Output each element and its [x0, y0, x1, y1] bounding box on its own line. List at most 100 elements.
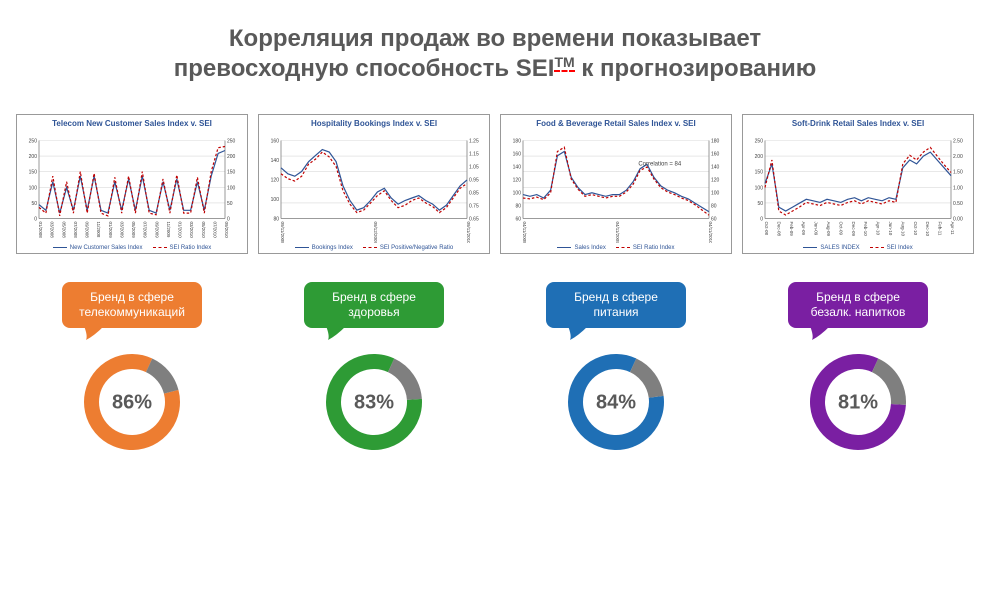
mini-chart-title: Soft-Drink Retail Sales Index v. SEI	[747, 119, 969, 130]
svg-text:05/2010: 05/2010	[201, 222, 206, 239]
svg-text:1.25: 1.25	[469, 139, 479, 145]
svg-text:100: 100	[711, 191, 720, 197]
svg-text:09/11/2008: 09/11/2008	[280, 222, 285, 244]
svg-text:Aug-09: Aug-09	[826, 222, 831, 237]
svg-text:80: 80	[273, 217, 279, 223]
title-tm: TM	[554, 54, 574, 72]
svg-text:04/11/2008: 04/11/2008	[522, 222, 527, 244]
badge-col: Бренд в сфере безалк. напитков 81%	[742, 282, 974, 454]
svg-text:Oct-09: Oct-09	[838, 222, 843, 236]
donut-percent: 86%	[112, 391, 152, 413]
mini-chart-title: Food & Beverage Retail Sales Index v. SE…	[505, 119, 727, 130]
svg-text:09/11/2010: 09/11/2010	[466, 222, 471, 244]
svg-text:05/2008: 05/2008	[61, 222, 66, 239]
svg-text:07/2009: 07/2009	[143, 222, 148, 239]
svg-text:09/2008: 09/2008	[85, 222, 90, 239]
svg-text:07/2010: 07/2010	[212, 222, 217, 239]
svg-text:50: 50	[31, 201, 37, 207]
svg-text:09/12/2009: 09/12/2009	[373, 222, 378, 244]
brand-callout: Бренд в сфере телекоммуникаций	[62, 282, 202, 328]
badge-col: Бренд в сфере питания 84%	[500, 282, 732, 454]
svg-text:100: 100	[271, 197, 280, 203]
title-line1: Корреляция продаж во времени показывает	[229, 25, 761, 52]
svg-text:11/2008: 11/2008	[96, 222, 101, 238]
svg-text:Feb-09: Feb-09	[789, 222, 794, 237]
svg-text:Oct-08: Oct-08	[764, 222, 769, 236]
svg-text:180: 180	[711, 139, 720, 145]
svg-text:50: 50	[757, 201, 763, 207]
callout-line1: Бренд в сфере	[804, 290, 912, 305]
svg-text:Feb-11: Feb-11	[938, 222, 943, 236]
svg-text:0: 0	[34, 217, 37, 223]
svg-text:09/2009: 09/2009	[154, 222, 159, 239]
svg-text:Aug-10: Aug-10	[900, 222, 905, 237]
mini-chart: Food & Beverage Retail Sales Index v. SE…	[500, 114, 732, 254]
svg-text:150: 150	[755, 170, 764, 176]
svg-text:140: 140	[513, 165, 522, 171]
svg-text:03/2009: 03/2009	[119, 222, 124, 239]
callout-line2: здоровья	[320, 305, 428, 320]
svg-text:Correlation = 84: Correlation = 84	[638, 161, 682, 167]
svg-text:01/2009: 01/2009	[108, 222, 113, 239]
mini-chart-plot: 2502001501005002.502.001.501.000.500.00O…	[747, 130, 969, 243]
donut-chart: 83%	[322, 350, 426, 454]
svg-text:01/2010: 01/2010	[178, 222, 183, 239]
svg-text:Apr-10: Apr-10	[876, 222, 881, 236]
callout-line1: Бренд в сфере	[78, 290, 186, 305]
svg-text:1.00: 1.00	[953, 185, 963, 191]
badges-row: Бренд в сфере телекоммуникаций 86% Бренд…	[0, 254, 990, 454]
brand-callout: Бренд в сфере здоровья	[304, 282, 444, 328]
svg-text:1.05: 1.05	[469, 165, 479, 171]
svg-text:0.50: 0.50	[953, 201, 963, 207]
svg-text:Apr-11: Apr-11	[950, 222, 955, 236]
callout-line1: Бренд в сфере	[562, 290, 670, 305]
charts-row: Telecom New Customer Sales Index v. SEI …	[0, 94, 990, 254]
svg-text:250: 250	[227, 139, 236, 145]
svg-text:1.50: 1.50	[953, 170, 963, 176]
svg-text:160: 160	[271, 139, 280, 145]
svg-text:Dec-08: Dec-08	[776, 222, 781, 237]
donut-percent: 84%	[596, 391, 636, 413]
svg-text:80: 80	[515, 204, 521, 210]
svg-text:Feb-10: Feb-10	[863, 222, 868, 237]
svg-text:100: 100	[513, 191, 522, 197]
mini-chart-plot: 1801601401201008060180160140120100806004…	[505, 130, 727, 243]
callout-line1: Бренд в сфере	[320, 290, 428, 305]
mini-chart-title: Hospitality Bookings Index v. SEI	[263, 119, 485, 130]
svg-text:09/2010: 09/2010	[224, 222, 229, 239]
title-line2b: к прогнозированию	[575, 55, 817, 82]
svg-text:120: 120	[513, 178, 522, 184]
mini-chart-legend: New Customer Sales IndexSEI Ratio Index	[21, 243, 243, 251]
svg-text:50: 50	[227, 201, 233, 207]
brand-callout: Бренд в сфере питания	[546, 282, 686, 328]
donut-chart: 81%	[806, 350, 910, 454]
mini-chart-plot: 160140120100801.251.151.050.950.850.750.…	[263, 130, 485, 243]
svg-text:140: 140	[711, 165, 720, 171]
svg-text:100: 100	[29, 185, 38, 191]
svg-text:2.50: 2.50	[953, 139, 963, 145]
svg-text:120: 120	[711, 178, 720, 184]
svg-text:180: 180	[513, 139, 522, 145]
svg-text:200: 200	[29, 154, 38, 160]
svg-text:80: 80	[711, 204, 717, 210]
mini-chart: Soft-Drink Retail Sales Index v. SEI 250…	[742, 114, 974, 254]
svg-text:03/2010: 03/2010	[189, 222, 194, 239]
svg-text:07/2008: 07/2008	[73, 222, 78, 239]
donut-chart: 86%	[80, 350, 184, 454]
svg-text:Jun-09: Jun-09	[814, 222, 819, 236]
svg-text:150: 150	[29, 170, 38, 176]
svg-text:160: 160	[711, 152, 720, 158]
svg-text:Apr-09: Apr-09	[801, 222, 806, 236]
svg-text:Oct-10: Oct-10	[913, 222, 918, 236]
mini-chart: Hospitality Bookings Index v. SEI 160140…	[258, 114, 490, 254]
svg-text:1.15: 1.15	[469, 152, 479, 158]
badge-col: Бренд в сфере телекоммуникаций 86%	[16, 282, 248, 454]
mini-chart: Telecom New Customer Sales Index v. SEI …	[16, 114, 248, 254]
page-title: Корреляция продаж во времени показывает …	[0, 0, 990, 94]
svg-text:0: 0	[760, 217, 763, 223]
mini-chart-legend: Sales IndexSEI Ratio Index	[505, 243, 727, 251]
donut-percent: 81%	[838, 391, 878, 413]
svg-text:100: 100	[755, 185, 764, 191]
svg-text:01/2008: 01/2008	[38, 222, 43, 239]
svg-text:0.95: 0.95	[469, 178, 479, 184]
